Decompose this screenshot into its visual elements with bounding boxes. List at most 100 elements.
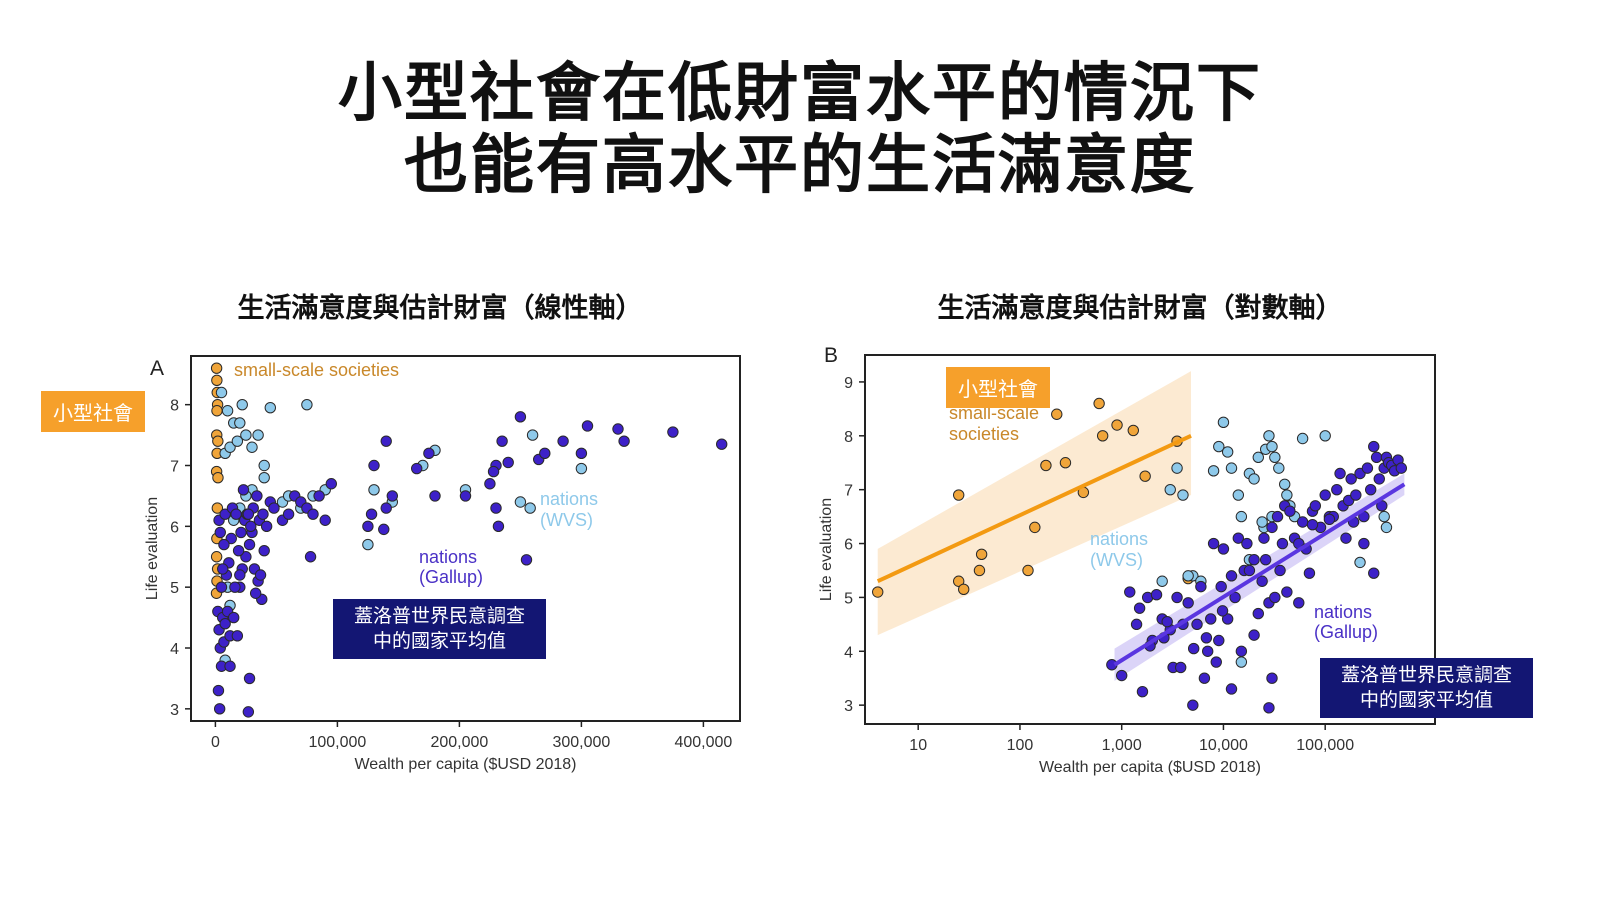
chart-a-y-tick-label: 7 [170,459,179,476]
chart-b-y-tick-label: 3 [844,698,853,715]
chart-a-y-tick-label: 5 [170,580,179,597]
chart-b-point-small [1096,430,1109,442]
chart-a-point-wvs [514,496,527,508]
chart-a-point-small [211,405,223,417]
chart-a-point-small [212,471,224,484]
chart-a-point-gallup [411,462,423,475]
chart-b-point-wvs [1235,656,1248,668]
chart-b-point-wvs [1256,516,1268,528]
chart-a-x-axis-label: Wealth per capita ($USD 2018) [354,756,576,773]
chart-b-point-gallup [1350,489,1362,501]
chart-b-point-gallup [1198,672,1211,684]
chart-b-fit-line-gallup [1113,482,1406,667]
chart-a-point-gallup [282,508,295,520]
chart-b-point-wvs [1296,432,1309,445]
chart-b-point-small [1059,457,1072,469]
chart-b-point-wvs [1235,510,1248,523]
chart-a-x-tick-label: 100,000 [308,734,366,751]
chart-a-plot-frame [190,355,741,722]
chart-b-point-wvs [1177,489,1189,501]
chart-a-point-gallup [365,508,378,520]
chart-b-point-gallup [1115,669,1128,682]
chart-a-point-gallup [243,538,256,551]
chart-b-point-gallup [1334,467,1346,480]
chart-a-point-gallup [307,508,319,520]
chart-b-point-small [1029,521,1041,534]
chart-a-point-gallup [235,526,247,539]
chart-a-x-tick-label: 300,000 [552,734,610,751]
chart-b-point-wvs [1380,521,1393,534]
chart-b-point-gallup [1182,597,1194,609]
chart-a-point-gallup [237,484,250,496]
chart-a-y-tick-label: 6 [170,519,179,536]
chart-a-y-axis-label: Life evaluation [144,497,161,600]
chart-b-point-gallup [1235,645,1248,657]
chart-a-point-small [212,435,224,447]
chart-a-point-small [210,551,223,563]
chart-a-annotation-gallup: (Gallup) [419,567,483,587]
chart-a-point-gallup [502,456,514,469]
chart-b-fit-line-small [876,433,1192,584]
chart-a-panel-label: A [150,357,164,380]
chart-a-point-gallup [423,447,435,460]
chart-b-point-gallup [1130,618,1143,631]
chart-a-annotation-wvs: nations [540,489,598,509]
chart-b-y-tick-label: 5 [844,590,853,607]
chart-a-point-gallup [232,544,245,557]
chart-a-point-gallup [242,508,255,520]
chart-a-point-gallup [257,508,269,520]
chart-a-point-gallup [459,490,472,502]
chart-a-point-wvs [234,417,246,429]
chart-b-point-gallup [1256,575,1268,587]
chart-b-point-small [952,575,965,587]
chart-a-point-small [211,502,224,514]
chart-a-point-gallup [240,551,252,563]
chart-b-point-gallup [1368,567,1380,579]
chart-b-point-gallup [1171,591,1183,604]
chart-b-point-wvs [1354,556,1366,569]
chart-b-y-tick-label: 7 [844,483,853,500]
chart-b-point-gallup [1150,589,1163,601]
gallup-box-a: 蓋洛普世界民意調查 中的國家平均值 [333,599,546,659]
chart-b-annotation-gallup: nations [1314,602,1372,622]
chart-a-point-gallup [231,630,244,642]
gallup-box-a-line2: 中的國家平均值 [372,630,506,652]
chart-b-point-gallup [1340,532,1352,544]
chart-b-point-gallup [1361,462,1374,474]
chart-a-point-wvs [231,435,244,447]
chart-a-point-gallup [380,502,392,514]
chart-b-point-gallup [1174,661,1187,674]
chart-b-point-gallup [1252,607,1264,620]
chart-b-point-gallup [1216,605,1229,617]
chart-a-y-tick-label: 8 [170,398,179,415]
chart-b-point-small [957,583,970,596]
chart-b-point-small [1022,564,1034,577]
chart-b-annotation-small: societies [949,424,1019,444]
chart-b-point-wvs [1225,462,1238,474]
chart-b-x-tick-label: 1,000 [1102,737,1142,754]
chart-b-point-small [975,548,988,561]
chart-a-point-gallup [268,502,280,514]
chart-a-point-gallup [618,435,630,447]
chart-b-point-gallup [1271,510,1284,523]
chart-b-point-gallup [1331,483,1343,496]
chart-b-point-gallup [1293,597,1305,609]
chart-a-point-gallup [380,435,392,447]
chart-b-annotation-wvs: nations [1090,529,1148,549]
chart-a-x-tick-label: 400,000 [674,734,732,751]
chart-a-subtitle: 生活滿意度與估計財富（線性軸） [237,293,643,324]
chart-b-annotation-gallup: (Gallup) [1314,622,1378,642]
chart-a-point-gallup [319,514,331,526]
chart-b-point-wvs [1156,575,1168,587]
chart-b-point-gallup [1187,699,1199,711]
chart-b-point-small [872,586,884,598]
chart-a-point-gallup [228,611,240,624]
chart-b-point-gallup [1269,591,1281,604]
title-line-1: 小型社會在低財富水平的情況下 [338,57,1262,131]
chart-a-annotation-small: small-scale societies [234,360,399,380]
chart-a-point-gallup [514,411,527,423]
chart-a-point-gallup [496,435,508,447]
chart-b-panel-label: B [824,344,838,367]
chart-a-point-wvs [240,429,252,441]
chart-b-point-gallup [1364,483,1377,496]
